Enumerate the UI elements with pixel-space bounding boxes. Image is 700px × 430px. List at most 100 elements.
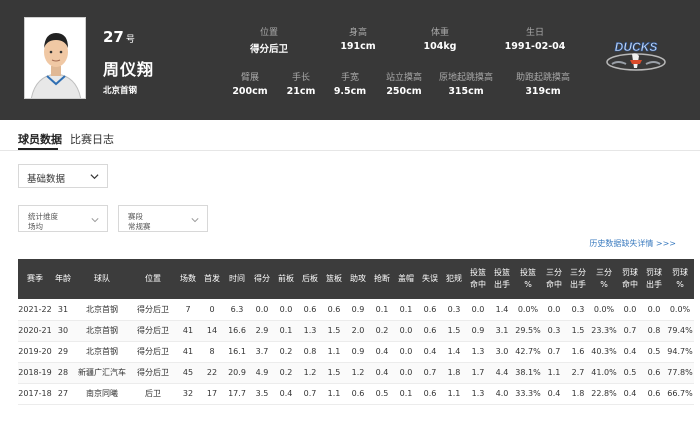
column-header[interactable]: 助攻 [346,259,370,299]
table-cell: 0.0 [394,362,418,384]
attr-height: 身高 191cm [318,25,398,52]
column-header[interactable]: 犯规 [442,259,466,299]
table-cell: 南京同曦 [74,383,130,405]
column-header[interactable]: 前板 [274,259,298,299]
column-header[interactable]: 罚球 命中 [618,259,642,299]
column-header[interactable]: 后板 [298,259,322,299]
attr-label: 站立摸高 [385,73,422,83]
tab-player-data[interactable]: 球员数据 [18,133,62,146]
table-cell: 1.5 [322,320,346,342]
attr-standing-reach: 站立摸高 250cm [364,70,444,97]
stat-dimension-select[interactable]: 统计维度 场均 [18,205,108,232]
table-cell: 0.6 [322,299,346,321]
table-cell: 1.4 [442,341,466,363]
column-header[interactable]: 首发 [200,259,224,299]
column-header[interactable]: 罚球 出手 [642,259,666,299]
column-header[interactable]: 得分 [250,259,274,299]
table-cell: 1.5 [566,320,590,342]
filter-label: 统计维度 [28,212,58,221]
table-cell: 1.1 [322,341,346,363]
table-body: 2021-22 31 北京首钢 得分后卫 7 0 6.3 0.0 0.0 0.6 0.6 0.9 0.1… [18,299,694,405]
table-cell: 2.9 [250,320,274,342]
table-cell: 79.4% [666,320,694,342]
table-cell: 0.6 [418,320,442,342]
table-cell: 4.4 [490,362,514,384]
table-row: 2017-18 27 南京同曦 后卫 32 17 17.7 3.5 0.4 0.7 1.1 0.6 0.… [18,383,694,405]
attr-label: 臂展 [240,73,259,83]
table-cell: 1.2 [346,362,370,384]
table-cell: 1.6 [566,341,590,363]
attr-value: 104kg [423,41,457,52]
player-name: 周仪翔 [103,60,155,79]
table-cell: 14 [200,320,224,342]
column-header[interactable]: 篮板 [322,259,346,299]
table-cell: 0.5 [642,341,666,363]
tab-game-log[interactable]: 比赛日志 [70,133,114,146]
column-header[interactable]: 赛季 [18,259,52,299]
table-cell: 2018-19 [18,362,52,384]
table-cell: 0.4 [542,383,566,405]
attr-hand-width: 手宽 9.5cm [310,70,390,97]
table-cell: 0.1 [394,299,418,321]
table-cell: 29.5% [514,320,542,342]
table-cell: 2021-22 [18,299,52,321]
table-cell: 0.4 [618,341,642,363]
column-header[interactable]: 三分 命中 [542,259,566,299]
column-header[interactable]: 抢断 [370,259,394,299]
table-cell: 0.7 [298,383,322,405]
column-header[interactable]: 三分% [590,259,618,299]
table-cell: 42.7% [514,341,542,363]
table-cell: 16.6 [224,320,250,342]
table-cell: 0.6 [418,383,442,405]
table-cell: 3.7 [250,341,274,363]
table-row: 2019-20 29 北京首钢 得分后卫 41 8 16.1 3.7 0.2 0.8 1.1 0.9 0… [18,341,694,363]
history-missing-link[interactable]: 历史数据缺失详情 >>> [589,239,676,248]
table-cell: 2019-20 [18,341,52,363]
table-cell: 0.4 [618,383,642,405]
table-cell: 40.3% [590,341,618,363]
attr-value: 9.5cm [333,86,367,97]
season-stage-select[interactable]: 赛段 常规赛 [118,205,208,232]
column-header[interactable]: 投篮% [514,259,542,299]
column-header[interactable]: 时间 [224,259,250,299]
filter-label: 赛段 [128,212,143,221]
table-cell: 1.3 [298,320,322,342]
table-cell: 后卫 [130,383,176,405]
table-cell: 1.4 [490,299,514,321]
table-cell: 0.7 [618,320,642,342]
column-header[interactable]: 投篮 出手 [490,259,514,299]
column-header[interactable]: 失误 [418,259,442,299]
attr-hand-length: 手长 21cm [261,70,341,97]
table-cell: 0.5 [618,362,642,384]
table-cell: 0.3 [542,320,566,342]
column-header[interactable]: 场数 [176,259,200,299]
table-cell: 2017-18 [18,383,52,405]
table-cell: 32 [176,383,200,405]
column-header[interactable]: 球队 [74,259,130,299]
column-header[interactable]: 年龄 [52,259,74,299]
table-cell: 0 [200,299,224,321]
attr-label: 手长 [291,73,310,83]
table-cell: 得分后卫 [130,320,176,342]
table-cell: 28 [52,362,74,384]
table-cell: 2020-21 [18,320,52,342]
table-cell: 0.0% [590,299,618,321]
column-header[interactable]: 三分 出手 [566,259,590,299]
table-row: 2021-22 31 北京首钢 得分后卫 7 0 6.3 0.0 0.0 0.6 0.6 0.9 0.1… [18,299,694,321]
table-cell: 30 [52,320,74,342]
column-header[interactable]: 盖帽 [394,259,418,299]
table-cell: 0.1 [274,320,298,342]
table-cell: 0.6 [298,299,322,321]
column-header[interactable]: 罚球% [666,259,694,299]
attr-label: 生日 [525,28,544,38]
column-header[interactable]: 投篮 命中 [466,259,490,299]
table-cell: 23.3% [590,320,618,342]
table-cell: 0.4 [418,341,442,363]
data-type-select[interactable]: 基础数据 [18,164,108,188]
table-cell: 0.0 [642,299,666,321]
attr-running-vertical: 助跑起跳摸高 319cm [503,70,583,97]
table-cell: 1.8 [442,362,466,384]
column-header[interactable]: 位置 [130,259,176,299]
table-cell: 0.1 [370,299,394,321]
table-cell: 27 [52,383,74,405]
